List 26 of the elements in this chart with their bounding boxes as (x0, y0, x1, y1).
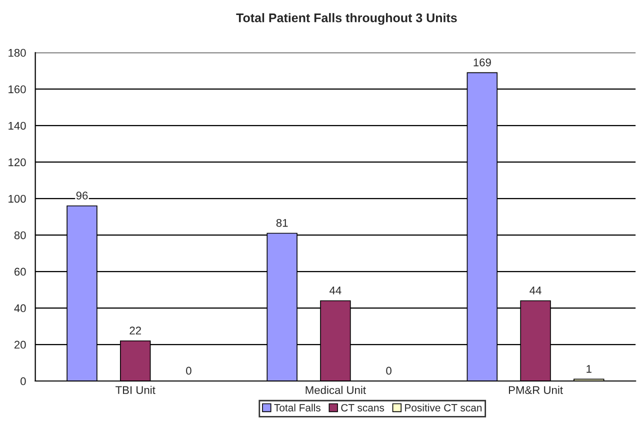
legend-label: CT scans (341, 404, 384, 412)
data-label: 44 (330, 286, 342, 294)
y-tick-label: 60 (14, 268, 26, 276)
data-label: 96 (76, 192, 88, 200)
y-tick-label: 0 (20, 377, 26, 386)
y-tick-label: 100 (8, 194, 26, 203)
y-tick-label: 140 (8, 122, 26, 130)
data-label: 0 (386, 366, 392, 375)
y-tick-label: 160 (8, 85, 26, 94)
y-tick-label: 80 (14, 231, 26, 240)
x-tick-label: TBI Unit (116, 386, 156, 394)
data-label: 81 (276, 219, 288, 227)
y-tick-label: 120 (8, 158, 26, 166)
legend-label: Total Falls (274, 404, 320, 412)
chart-title: Total Patient Falls throughout 3 Units (236, 13, 457, 25)
legend-label: Positive CT scan (405, 404, 482, 412)
data-label: 0 (186, 366, 192, 375)
data-label: 1 (586, 365, 592, 373)
data-label: 22 (130, 326, 141, 334)
y-tick-label: 40 (14, 304, 26, 312)
x-tick-label: Medical Unit (306, 386, 366, 394)
data-label: 44 (530, 286, 542, 294)
data-label: 169 (474, 58, 491, 66)
y-tick-label: 180 (8, 48, 26, 57)
x-tick-label: PM&R Unit (508, 386, 563, 394)
y-tick-label: 20 (14, 340, 26, 349)
